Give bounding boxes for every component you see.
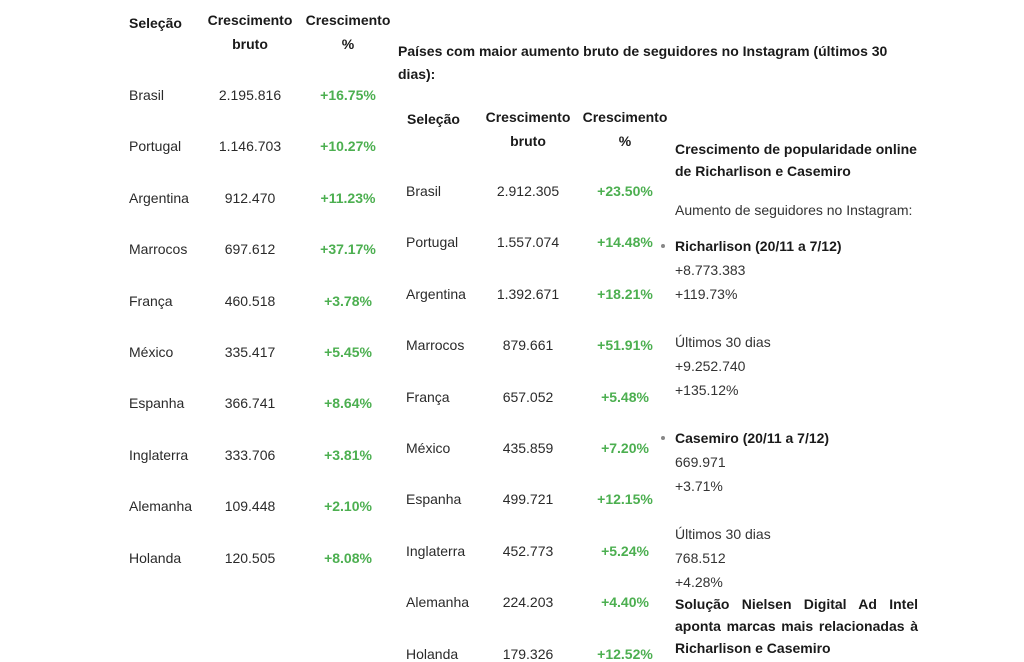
row-country: Marrocos — [406, 337, 465, 354]
bullet-icon — [661, 436, 665, 440]
row-gross-growth: 452.773 — [502, 542, 554, 559]
row-gross-growth: 109.448 — [224, 498, 276, 515]
nielsen-line-1: Solução Nielsen Digital Ad Intel — [675, 596, 918, 612]
row-pct-growth: +2.10% — [324, 498, 372, 515]
row-country: Portugal — [129, 138, 182, 155]
t1-header-gross-1: Crescimento — [207, 12, 293, 28]
row-country: Inglaterra — [406, 542, 466, 559]
row-pct-growth: +3.78% — [324, 292, 372, 309]
row-country: Portugal — [406, 234, 459, 251]
row-gross-growth: 657.052 — [502, 388, 554, 405]
row-pct-growth: +3.81% — [324, 446, 372, 463]
t2-header-gross-1: Crescimento — [485, 109, 571, 125]
t1-header-gross-2: bruto — [232, 36, 268, 52]
richarlison-last30-pct: +135.12% — [675, 382, 739, 398]
row-country: Brasil — [406, 183, 442, 199]
row-gross-growth: 366.741 — [224, 395, 276, 412]
row-gross-growth: 2.195.816 — [218, 87, 282, 103]
row-gross-growth: 2.912.305 — [496, 183, 560, 199]
row-pct-growth: +51.91% — [597, 337, 653, 354]
row-gross-growth: 912.470 — [224, 189, 276, 206]
casemiro-gross: 669.971 — [675, 454, 726, 470]
richarlison-label: Richarlison (20/11 a 7/12) — [675, 238, 842, 254]
t1-header-pct-2: % — [341, 36, 355, 52]
t2-header-pct-2: % — [618, 133, 632, 149]
casemiro-last30-gross: 768.512 — [675, 550, 726, 566]
row-pct-growth: +12.15% — [597, 491, 653, 508]
row-gross-growth: 460.518 — [224, 292, 276, 309]
row-country: México — [129, 344, 174, 360]
nielsen-line-2: aponta marcas mais relacionadas à — [675, 618, 918, 634]
row-country: França — [406, 388, 450, 405]
row-country: Espanha — [406, 491, 462, 508]
row-gross-growth: 697.612 — [224, 241, 276, 258]
row-country: Argentina — [129, 189, 189, 206]
row-country: Marrocos — [129, 241, 188, 258]
row-country: Brasil — [129, 87, 165, 103]
row-country: Argentina — [406, 285, 466, 302]
richarlison-last30-gross: +9.252.740 — [675, 358, 746, 374]
richarlison-gross: +8.773.383 — [675, 262, 746, 278]
row-country: França — [129, 292, 173, 309]
sidebar-heading-line-2: de Richarlison e Casemiro — [675, 163, 851, 179]
row-pct-growth: +23.50% — [597, 183, 653, 199]
row-gross-growth: 1.146.703 — [218, 138, 282, 155]
t2-title-line-1: Países com maior aumento bruto de seguid… — [398, 43, 888, 59]
t1-header-pct-1: Crescimento — [305, 12, 391, 28]
t2-header-selection: Seleção — [407, 111, 460, 127]
row-gross-growth: 435.859 — [502, 440, 554, 456]
casemiro-last30-pct: +4.28% — [675, 574, 723, 590]
row-gross-growth: 1.392.671 — [496, 285, 560, 302]
row-gross-growth: 179.326 — [502, 645, 554, 662]
row-gross-growth: 333.706 — [224, 446, 276, 463]
row-pct-growth: +5.48% — [601, 388, 649, 405]
richarlison-pct: +119.73% — [675, 286, 738, 302]
row-country: Holanda — [406, 645, 459, 662]
nielsen-line-3: Richarlison e Casemiro — [675, 640, 831, 656]
row-gross-growth: 1.557.074 — [496, 234, 560, 251]
row-gross-growth: 224.203 — [502, 594, 554, 611]
sidebar-subheading: Aumento de seguidores no Instagram: — [675, 202, 913, 218]
row-gross-growth: 879.661 — [502, 337, 554, 354]
row-pct-growth: +37.17% — [320, 241, 376, 258]
row-pct-growth: +4.40% — [601, 594, 649, 611]
row-pct-growth: +16.75% — [320, 87, 376, 103]
t1-header-selection: Seleção — [129, 15, 182, 31]
casemiro-last30-label: Últimos 30 dias — [675, 526, 771, 542]
row-pct-growth: +12.52% — [597, 645, 653, 662]
casemiro-pct: +3.71% — [675, 478, 723, 494]
t2-header-pct-1: Crescimento — [582, 109, 668, 125]
row-country: México — [406, 440, 451, 456]
row-pct-growth: +10.27% — [320, 138, 376, 155]
row-country: Alemanha — [406, 594, 470, 611]
row-gross-growth: 499.721 — [502, 491, 554, 508]
sidebar-heading-line-1: Crescimento de popularidade online — [675, 141, 917, 157]
richarlison-last30-label: Últimos 30 dias — [675, 334, 771, 350]
row-gross-growth: 335.417 — [224, 344, 276, 360]
t2-header-gross-2: bruto — [510, 133, 546, 149]
row-country: Inglaterra — [129, 446, 189, 463]
row-gross-growth: 120.505 — [224, 549, 276, 566]
row-country: Alemanha — [129, 498, 193, 515]
row-country: Holanda — [129, 549, 182, 566]
row-pct-growth: +11.23% — [320, 189, 376, 206]
bullet-icon — [661, 244, 665, 248]
t2-title-line-2: dias): — [398, 66, 436, 82]
row-pct-growth: +8.64% — [324, 395, 372, 412]
row-pct-growth: +14.48% — [597, 234, 653, 251]
row-country: Espanha — [129, 395, 185, 412]
row-pct-growth: +5.24% — [601, 542, 649, 559]
row-pct-growth: +8.08% — [324, 549, 372, 566]
row-pct-growth: +5.45% — [324, 344, 372, 360]
row-pct-growth: +7.20% — [601, 440, 649, 456]
row-pct-growth: +18.21% — [597, 285, 653, 302]
casemiro-label: Casemiro (20/11 a 7/12) — [675, 430, 830, 446]
